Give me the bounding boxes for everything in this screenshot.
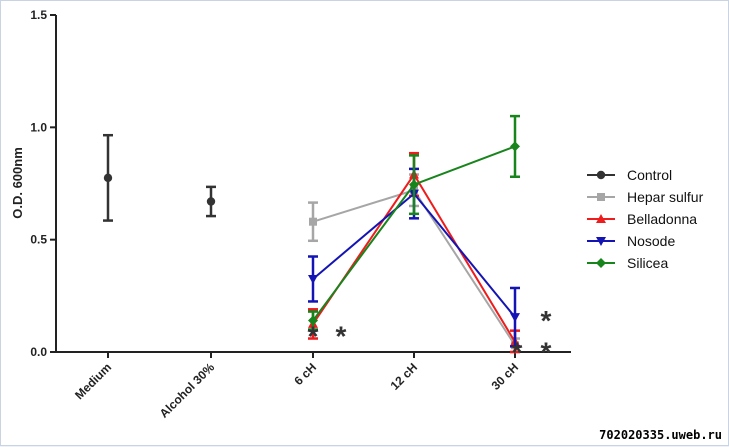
- data-point: [308, 315, 318, 326]
- y-tick-label: 1.0: [30, 120, 47, 134]
- legend-marker: [596, 258, 606, 268]
- x-tick-label: 12 cH: [388, 360, 421, 393]
- legend-entry: Belladonna: [587, 211, 697, 227]
- legend-label: Nosode: [627, 233, 675, 249]
- data-point: [510, 141, 520, 152]
- legend-marker: [596, 170, 606, 180]
- legend-entry: Nosode: [587, 233, 675, 249]
- x-tick-label: Alcohol 30%: [157, 360, 218, 421]
- legend-entry: Control: [587, 167, 672, 183]
- significance-asterisk: *: [308, 321, 319, 352]
- data-point: [103, 173, 113, 183]
- legend-marker: [596, 237, 606, 246]
- legend-label: Control: [627, 167, 672, 183]
- legend-marker: [596, 214, 606, 223]
- legend-label: Silicea: [627, 255, 668, 271]
- data-point: [206, 197, 216, 206]
- legend-entry: Hepar sulfur: [587, 189, 704, 205]
- y-tick-label: 0.0: [30, 345, 47, 359]
- significance-asterisk: *: [541, 336, 552, 367]
- significance-asterisk: *: [541, 305, 552, 336]
- data-point: [510, 313, 520, 323]
- y-axis-label: O.D. 600nm: [10, 147, 25, 219]
- y-tick-label: 0.5: [30, 233, 47, 247]
- watermark: 702020335.uweb.ru: [596, 427, 725, 443]
- legend-marker: [597, 193, 605, 201]
- legend-label: Hepar sulfur: [627, 189, 704, 205]
- significance-asterisk: *: [512, 336, 523, 367]
- x-tick-label: Medium: [72, 360, 114, 402]
- data-point: [309, 217, 317, 226]
- series-silicea: [308, 114, 520, 331]
- x-tick-label: 6 cH: [291, 360, 319, 388]
- series-control: [103, 133, 216, 222]
- y-tick-label: 1.5: [30, 8, 47, 22]
- legend-label: Belladonna: [627, 211, 697, 227]
- legend-entry: Silicea: [587, 255, 668, 271]
- data-point: [308, 274, 318, 284]
- significance-asterisk: *: [336, 321, 347, 352]
- data-point: [409, 179, 419, 190]
